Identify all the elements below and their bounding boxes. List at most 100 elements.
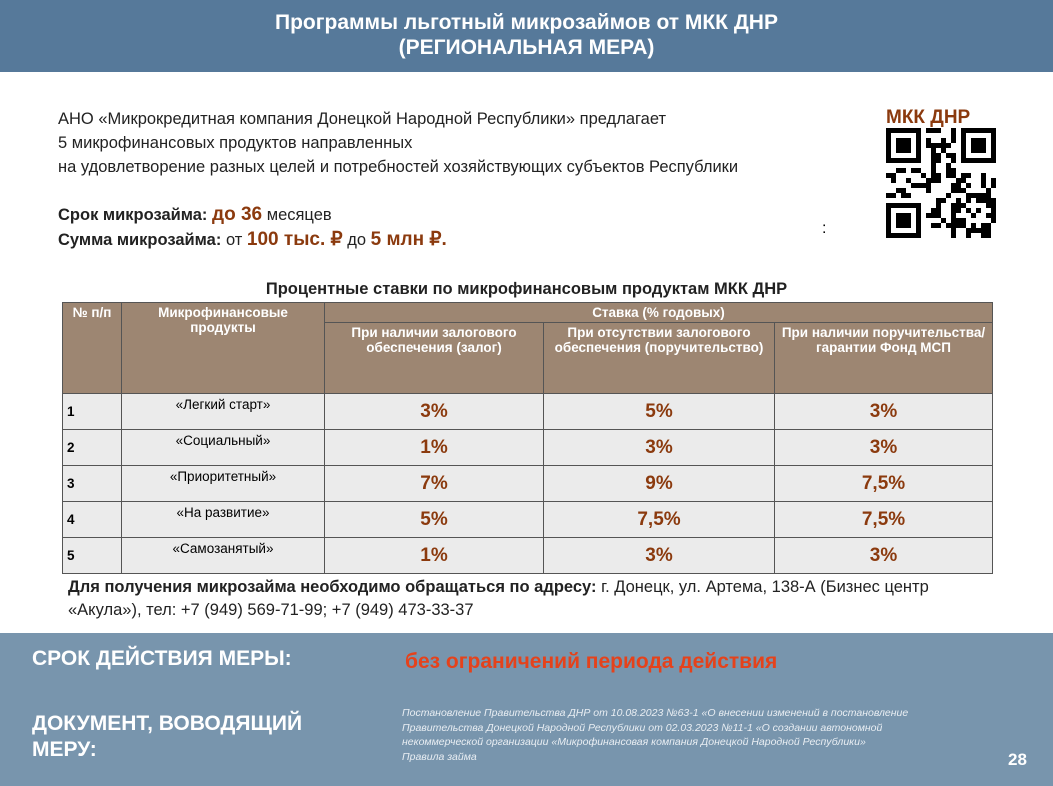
qr-module (886, 173, 891, 178)
qr-module (931, 148, 936, 153)
rate-cell: 5% (324, 501, 544, 538)
qr-module (896, 168, 901, 173)
th: Ставка (% годовых) (324, 302, 993, 323)
qr-module (961, 218, 966, 223)
qr-module (911, 183, 916, 188)
qr-module (981, 233, 986, 238)
qr-module (946, 168, 951, 173)
qr-module (956, 223, 961, 228)
doc-text: Постановление Правительства ДНР от 10.08… (402, 706, 908, 764)
header: Программы льготный микрозаймов от МКК ДН… (0, 0, 1053, 72)
rate-cell: 5% (543, 393, 775, 430)
table-row: 5 «Самозанятый» 1% 3% 3% (62, 537, 993, 574)
qr-module (956, 178, 961, 183)
num-cell: 3 (62, 465, 122, 502)
intro-line: 5 микрофинансовых продуктов направленных (58, 134, 413, 152)
qr-module (936, 178, 941, 183)
qr-module (936, 158, 941, 163)
qr-module (991, 203, 996, 208)
qr-module (951, 188, 956, 193)
qr-module (971, 138, 986, 153)
qr-module (891, 173, 896, 178)
product-cell: «Приоритетный» (121, 465, 325, 502)
qr-module (931, 173, 936, 178)
intro-line: на удовлетворение разных целей и потребн… (58, 158, 739, 176)
rate-cell: 7,5% (543, 501, 775, 538)
qr-module (921, 183, 926, 188)
doc-label: ДОКУМЕНТ, ВОВОДЯЩИЙ МЕРУ: (32, 712, 303, 761)
qr-module (951, 133, 956, 138)
qr-module (936, 213, 941, 218)
qr-module (946, 153, 951, 158)
qr-module (986, 223, 991, 228)
qr-module (986, 198, 991, 203)
text: г. Донецк, ул. Артема, 138-А (Бизнес цен… (68, 578, 929, 619)
qr-module (931, 128, 936, 133)
qr-module (951, 173, 956, 178)
qr-module (941, 198, 946, 203)
table-title: Процентные ставки по микрофинансовым про… (265, 280, 788, 298)
qr-module (986, 213, 991, 218)
qr-module (931, 178, 936, 183)
qr-module (931, 163, 936, 168)
qr-module (971, 228, 976, 233)
table-row: 4 «На развитие» 5% 7,5% 7,5% (62, 501, 993, 538)
footer: СРОК ДЕЙСТВИЯ МЕРЫ: без ограничений пери… (0, 633, 1053, 786)
qr-module (936, 153, 941, 158)
qr-module (941, 138, 946, 143)
product-cell: «На развитие» (121, 501, 325, 538)
title: (РЕГИОНАЛЬНАЯ МЕРА) (398, 36, 655, 59)
qr-label: МКК ДНР (886, 107, 971, 128)
qr-module (966, 183, 971, 188)
qr-module (966, 233, 971, 238)
rates-table: № п/п Микрофинансовые продукты Ставка (%… (62, 302, 993, 574)
th: При наличии залогового обеспечения (зало… (324, 322, 544, 394)
qr-module (926, 128, 931, 133)
value: 100 тыс. ₽ (246, 229, 343, 250)
qr-module (971, 193, 976, 198)
th: № п/п (62, 302, 122, 394)
qr-module (951, 223, 956, 228)
qr-module (986, 203, 991, 208)
qr-module (991, 218, 996, 223)
unit: месяцев (266, 206, 332, 224)
qr-module (976, 193, 981, 198)
th: Микрофинансовые продукты (121, 302, 325, 394)
qr-module (976, 208, 981, 213)
rate-cell: 3% (774, 429, 993, 466)
qr-module (956, 183, 961, 188)
stray-colon: : (822, 220, 827, 237)
qr-module (891, 178, 896, 183)
qr-module (956, 203, 961, 208)
qr-module (981, 173, 986, 178)
table-row: 3 «Приоритетный» 7% 9% 7,5% (62, 465, 993, 502)
qr-module (956, 218, 961, 223)
qr-module (916, 183, 921, 188)
qr-module (956, 188, 961, 193)
rate-cell: 3% (774, 393, 993, 430)
rate-cell: 7,5% (774, 465, 993, 502)
rate-cell: 3% (543, 537, 775, 574)
qr-module (936, 198, 941, 203)
qr-module (926, 183, 931, 188)
qr-module (906, 178, 911, 183)
doc-line: некоммерческой организации «Микрофинансо… (402, 736, 866, 748)
qr-module (896, 188, 901, 193)
contact: Для получения микрозайма необходимо обра… (68, 576, 988, 622)
th: При отсутствии залогового обеспечения (п… (543, 322, 775, 394)
table-row: 2 «Социальный» 1% 3% 3% (62, 429, 993, 466)
qr-module (936, 128, 941, 133)
qr-module (966, 228, 971, 233)
qr-module (886, 193, 891, 198)
qr-module (956, 208, 961, 213)
rate-cell: 3% (774, 537, 993, 574)
product-cell: «Самозанятый» (121, 537, 325, 574)
qr-module (951, 203, 956, 208)
qr-module (951, 138, 956, 143)
qr-module (926, 138, 931, 143)
qr-module (926, 188, 931, 193)
period-value: без ограничений периода действия (405, 650, 778, 673)
qr-module (931, 158, 936, 163)
text: до (347, 231, 367, 249)
qr-module (986, 193, 991, 198)
